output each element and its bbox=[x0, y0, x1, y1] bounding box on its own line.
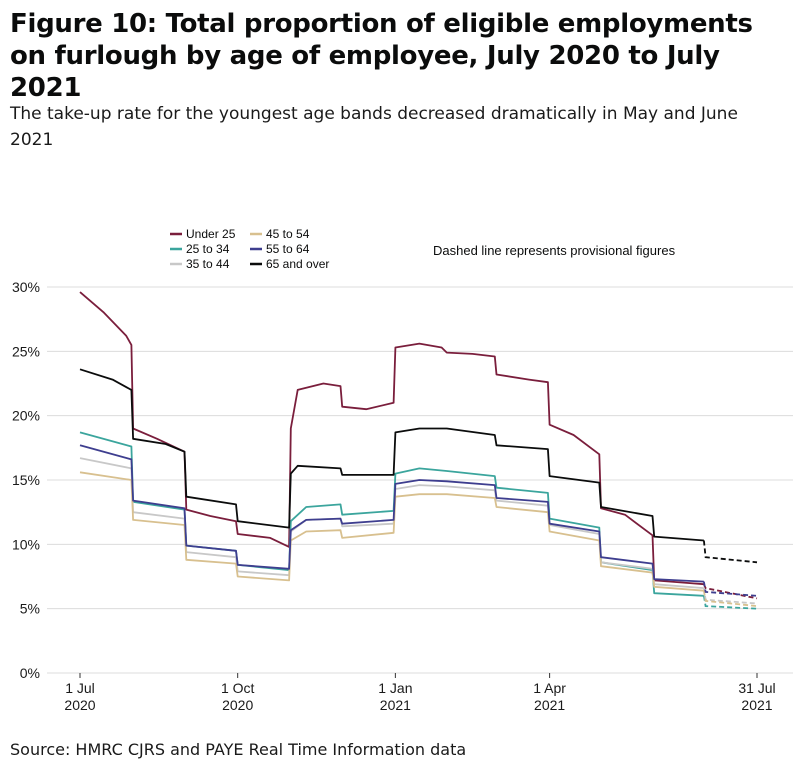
series-line-under-25 bbox=[79, 291, 704, 586]
chart-gridlines bbox=[47, 286, 793, 674]
figure-source: Source: HMRC CJRS and PAYE Real Time Inf… bbox=[10, 740, 467, 759]
legend-label: 45 to 54 bbox=[266, 227, 310, 241]
y-tick-label: 25% bbox=[12, 343, 40, 359]
series-line-25-to-34 bbox=[79, 431, 704, 597]
y-tick-label: 0% bbox=[20, 665, 40, 681]
provisional-figures-annotation: Dashed line represents provisional figur… bbox=[433, 243, 676, 258]
x-tick-label: 1 Apr bbox=[533, 680, 566, 696]
figure-title: Figure 10: Total proportion of eligible … bbox=[10, 9, 753, 103]
series-provisional-line-under-25 bbox=[703, 583, 758, 600]
y-tick-label: 5% bbox=[20, 601, 40, 617]
y-tick-label: 30% bbox=[12, 279, 40, 295]
series-provisional-line-45-to-54 bbox=[703, 590, 758, 607]
x-tick-year-label: 2020 bbox=[64, 697, 95, 713]
chart-series-lines bbox=[79, 291, 758, 610]
series-provisional-line-65-and-over bbox=[703, 540, 758, 564]
legend-label: 35 to 44 bbox=[186, 257, 230, 271]
legend-label: 55 to 64 bbox=[266, 242, 310, 256]
y-axis: 0% 5% 10% 15% 20% 25% 30% bbox=[12, 279, 40, 681]
series-line-45-to-54 bbox=[79, 471, 704, 592]
x-tick-label: 1 Jul bbox=[65, 680, 95, 696]
x-tick-label: 31 Jul bbox=[738, 680, 775, 696]
y-tick-label: 10% bbox=[12, 536, 40, 552]
x-tick-year-label: 2021 bbox=[534, 697, 565, 713]
series-provisional-line-55-to-64 bbox=[703, 581, 758, 597]
x-tick-year-label: 2020 bbox=[222, 697, 253, 713]
legend-label: 25 to 34 bbox=[186, 242, 230, 256]
x-tick-label: 1 Oct bbox=[221, 680, 255, 696]
y-tick-label: 20% bbox=[12, 408, 40, 424]
x-tick-year-label: 2021 bbox=[380, 697, 411, 713]
x-tick-year-label: 2021 bbox=[741, 697, 772, 713]
y-tick-label: 15% bbox=[12, 472, 40, 488]
legend-label: Under 25 bbox=[186, 227, 236, 241]
legend-label: 65 and over bbox=[266, 257, 329, 271]
figure-subtitle: The take-up rate for the youngest age ba… bbox=[10, 104, 738, 150]
x-tick-label: 1 Jan bbox=[378, 680, 412, 696]
series-line-55-to-64 bbox=[79, 444, 704, 583]
series-line-65-and-over bbox=[79, 368, 704, 542]
